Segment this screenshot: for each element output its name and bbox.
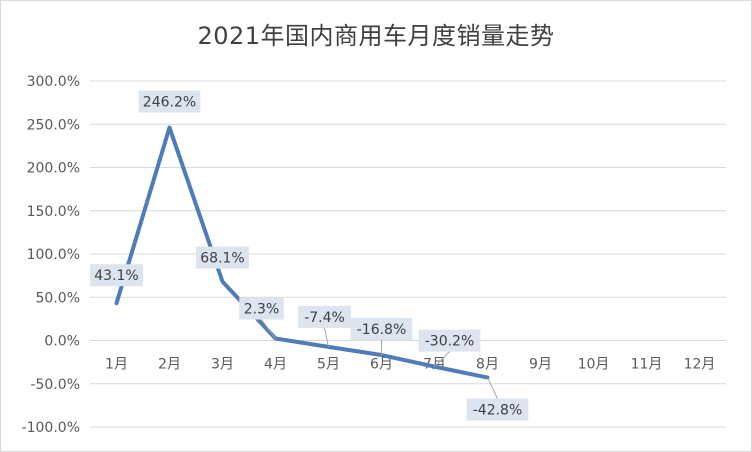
y-tick-label: 300.0% <box>27 74 80 90</box>
data-label-box <box>466 398 529 421</box>
data-label: 68.1% <box>200 251 244 267</box>
data-label: -7.4% <box>304 310 345 326</box>
data-label-box <box>298 305 351 328</box>
data-label: 2.3% <box>244 302 280 318</box>
data-point <box>169 127 170 129</box>
x-tick-label: 4月 <box>264 357 287 373</box>
data-label-leader <box>434 351 450 367</box>
x-tick-label: 8月 <box>476 357 499 373</box>
data-label-box <box>90 264 143 287</box>
data-label-leader <box>324 327 329 348</box>
x-tick-label: 6月 <box>370 357 393 373</box>
data-label-box <box>350 318 413 341</box>
chart-title: 2021年国内商用车月度销量走势 <box>197 22 555 50</box>
x-tick-label: 10月 <box>578 357 610 373</box>
x-tick-label: 9月 <box>529 357 552 373</box>
data-label-box <box>239 297 284 320</box>
x-tick-label: 5月 <box>317 357 340 373</box>
data-point <box>222 281 223 283</box>
x-tick-label: 1月 <box>105 357 128 373</box>
data-point <box>116 302 117 304</box>
data-label-box <box>418 329 481 352</box>
y-tick-label: -50.0% <box>30 377 80 393</box>
data-label: -42.8% <box>473 403 523 419</box>
data-label-leader <box>261 319 276 339</box>
data-label: -16.8% <box>357 322 407 338</box>
data-label: -30.2% <box>425 334 475 350</box>
y-tick-label: 150.0% <box>27 204 80 220</box>
data-label-leader <box>487 377 498 399</box>
data-label: 246.2% <box>143 95 196 111</box>
data-label: 43.1% <box>94 268 138 284</box>
y-tick-label: 0.0% <box>44 334 80 350</box>
y-tick-label: 250.0% <box>27 117 80 133</box>
y-tick-label: 100.0% <box>27 247 80 263</box>
data-label-box <box>138 90 201 113</box>
series-line <box>114 125 490 380</box>
y-tick-label: 200.0% <box>27 161 80 177</box>
x-tick-label: 2月 <box>158 357 181 373</box>
y-tick-label: 50.0% <box>36 290 80 306</box>
data-label-box <box>196 246 249 269</box>
y-tick-label: -100.0% <box>22 420 80 436</box>
x-tick-label: 12月 <box>684 357 716 373</box>
x-tick-label: 3月 <box>211 357 234 373</box>
x-tick-label: 11月 <box>631 357 663 373</box>
